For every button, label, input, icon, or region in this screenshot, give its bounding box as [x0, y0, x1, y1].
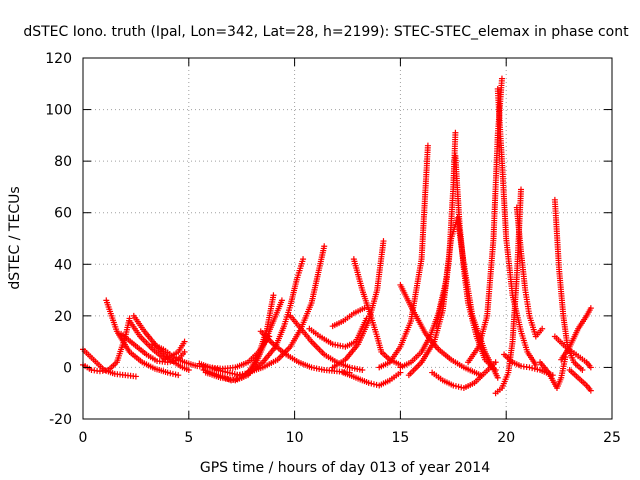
- data-point-marker: [492, 359, 499, 366]
- data-point-marker: [498, 75, 505, 82]
- data-point-marker: [587, 387, 594, 394]
- data-point-marker: [370, 381, 377, 388]
- data-point-marker: [181, 338, 188, 345]
- data-point-marker: [365, 379, 372, 386]
- data-point-marker: [361, 305, 368, 312]
- data-point-marker: [455, 383, 462, 390]
- series-arc-05: [130, 312, 192, 374]
- data-point-marker: [270, 292, 277, 299]
- series-arc-34: [558, 305, 594, 363]
- series-arc-17: [340, 369, 404, 389]
- series-arc-20: [376, 142, 431, 371]
- y-axis-label: dSTEC / TECUs: [7, 186, 23, 289]
- data-point-marker: [175, 372, 182, 379]
- data-point-marker: [185, 367, 192, 374]
- y-tick-label: 120: [45, 51, 72, 67]
- data-point-marker: [450, 382, 457, 389]
- x-tick-label: 10: [286, 430, 304, 446]
- y-tick-label: 0: [63, 360, 72, 376]
- series-arc-22: [397, 281, 484, 379]
- series-arc-18: [329, 238, 387, 371]
- series-arc-19: [350, 256, 404, 368]
- data-point-marker: [518, 186, 525, 193]
- series-arc-33: [537, 354, 569, 392]
- y-tick-label: 60: [54, 206, 72, 222]
- axis-ticks: 0 5 10 15 20 25 -20 0 20 40 60 80 100 120: [45, 51, 621, 446]
- data-point-marker: [579, 367, 586, 374]
- data-point-marker: [278, 297, 285, 304]
- x-tick-label: 5: [184, 430, 193, 446]
- data-point-marker: [380, 238, 387, 245]
- series-layer: [80, 75, 594, 397]
- data-point-marker: [452, 129, 459, 136]
- data-point-marker: [172, 371, 179, 378]
- data-point-marker: [300, 256, 307, 263]
- x-axis-label: GPS time / hours of day 013 of year 2014: [200, 460, 490, 476]
- x-tick-label: 25: [603, 430, 621, 446]
- data-point-marker: [494, 374, 501, 381]
- series-arc-36: [566, 367, 594, 394]
- data-point-marker: [167, 370, 174, 377]
- y-tick-label: -20: [49, 412, 72, 428]
- x-tick-label: 20: [497, 430, 515, 446]
- data-point-marker: [452, 383, 459, 390]
- y-tick-label: 80: [54, 154, 72, 170]
- data-point-marker: [532, 361, 539, 368]
- series-arc-26: [429, 359, 499, 392]
- x-tick-label: 0: [79, 430, 88, 446]
- data-point-marker: [164, 369, 171, 376]
- data-point-marker: [529, 365, 536, 372]
- data-point-marker: [321, 243, 328, 250]
- data-point-marker: [587, 305, 594, 312]
- series-arc-30: [513, 204, 546, 340]
- data-point-marker: [539, 325, 546, 332]
- y-tick-label: 20: [54, 309, 72, 325]
- y-tick-label: 100: [45, 103, 72, 119]
- data-point-marker: [587, 364, 594, 371]
- series-arc-35: [551, 333, 594, 371]
- data-point-marker: [531, 365, 538, 372]
- data-point-marker: [181, 348, 188, 355]
- data-point-marker: [132, 373, 139, 380]
- data-point-marker: [534, 366, 541, 373]
- series-arc-28: [494, 85, 539, 368]
- series-arc-14: [287, 312, 366, 374]
- data-point-marker: [424, 142, 431, 149]
- series-arc-03: [103, 297, 182, 379]
- data-point-marker: [368, 380, 375, 387]
- y-tick-label: 40: [54, 257, 72, 273]
- series-arc-13: [257, 328, 353, 376]
- data-point-marker: [397, 369, 404, 376]
- data-point-marker: [359, 367, 366, 374]
- plot-frame: [82, 57, 613, 420]
- series-arc-16: [329, 305, 368, 330]
- x-tick-label: 15: [391, 430, 409, 446]
- data-point-marker: [526, 364, 533, 371]
- series-arc-25: [433, 214, 501, 381]
- series-arc-29: [492, 186, 525, 397]
- chart-title: dSTEC Iono. truth (Ipal, Lon=342, Lat=28…: [23, 24, 629, 40]
- data-point-marker: [169, 370, 176, 377]
